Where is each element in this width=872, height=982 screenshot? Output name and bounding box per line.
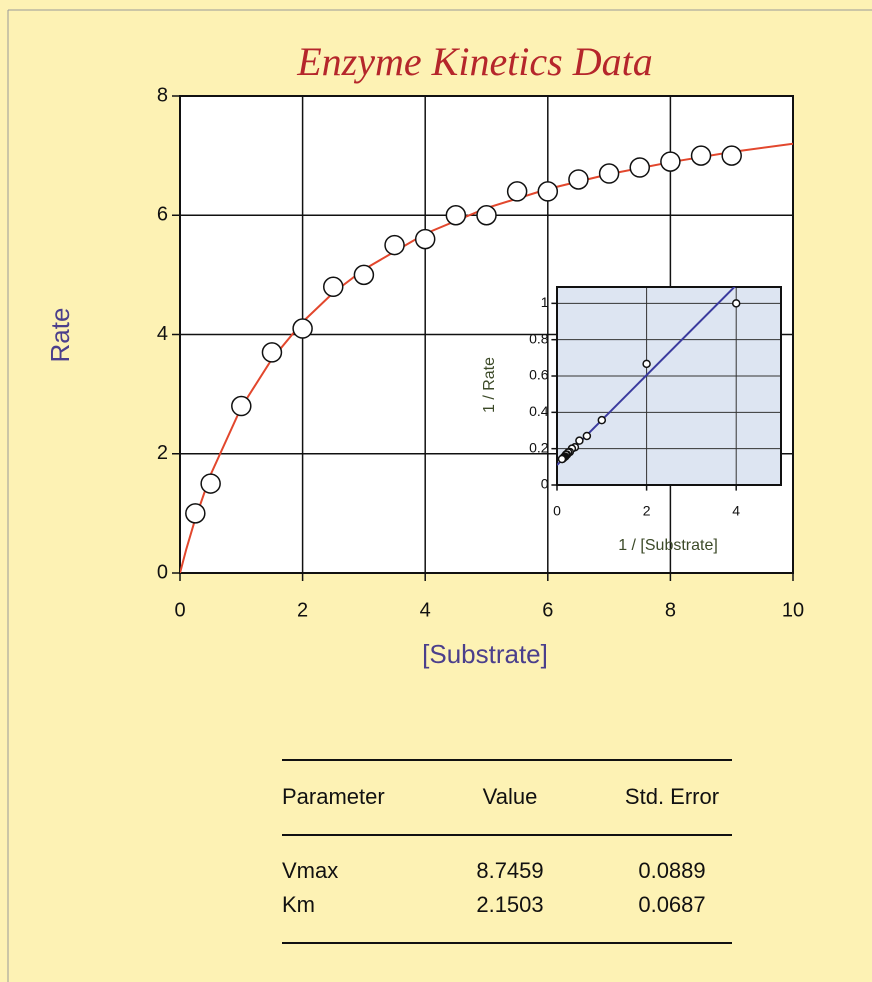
data-point [690, 145, 712, 166]
data-point [476, 205, 497, 226]
table-header: Value [483, 784, 538, 809]
data-point [353, 264, 375, 286]
x-tick-label: 0 [174, 599, 185, 621]
x-tick-label: 10 [782, 599, 804, 621]
data-point [582, 431, 592, 441]
data-point [445, 205, 467, 226]
data-point [323, 276, 344, 298]
table-header: Std. Error [625, 784, 719, 809]
x-tick-label: 6 [542, 599, 553, 621]
plot-border [556, 286, 782, 486]
y-axis-label: Rate [45, 308, 75, 363]
table-cell: Km [282, 892, 315, 917]
data-point [537, 181, 559, 202]
data-point [231, 395, 252, 417]
data-point [506, 181, 528, 202]
data-point [384, 234, 405, 256]
x-axis-label: 1 / [Substrate] [618, 537, 718, 554]
data-point [292, 318, 313, 339]
data-point [731, 299, 741, 308]
data-point [575, 436, 584, 445]
table-cell: 0.0889 [638, 858, 705, 883]
x-tick-label: 4 [420, 599, 431, 621]
y-tick-label: 0.4 [529, 403, 549, 419]
data-point [185, 503, 206, 524]
data-point [642, 359, 651, 369]
x-tick-label: 2 [643, 502, 651, 518]
table-cell: 2.1503 [476, 892, 543, 917]
y-tick-label: 8 [157, 84, 168, 106]
plot-area [557, 287, 781, 485]
y-tick-label: 0 [541, 476, 549, 492]
chart-title: Enzyme Kinetics Data [296, 39, 653, 84]
data-point [721, 145, 742, 166]
y-tick-label: 6 [157, 204, 168, 226]
data-point [261, 342, 283, 363]
data-point [414, 228, 436, 250]
y-tick-label: 1 [541, 294, 549, 310]
data-point [629, 157, 650, 178]
data-point [568, 169, 589, 190]
table-cell: 0.0687 [638, 892, 705, 917]
x-tick-label: 0 [553, 502, 561, 518]
y-tick-label: 0.6 [529, 367, 549, 383]
y-axis-label: 1 / Rate [481, 357, 498, 413]
y-tick-label: 0.8 [529, 330, 549, 346]
table-cell: Vmax [282, 858, 338, 883]
table-cell: 8.7459 [476, 858, 543, 883]
data-point [597, 415, 607, 425]
y-tick-label: 0.2 [529, 439, 549, 455]
x-axis-label: [Substrate] [422, 639, 548, 669]
data-point [598, 163, 620, 184]
data-point [660, 151, 681, 172]
table-header: Parameter [282, 784, 385, 809]
x-tick-label: 4 [732, 502, 740, 518]
y-tick-label: 2 [157, 442, 168, 464]
y-tick-label: 4 [157, 323, 168, 345]
y-tick-label: 0 [157, 561, 168, 583]
x-tick-label: 8 [665, 599, 676, 621]
data-point [557, 454, 567, 464]
data-point [200, 473, 221, 494]
x-tick-label: 2 [297, 599, 308, 621]
